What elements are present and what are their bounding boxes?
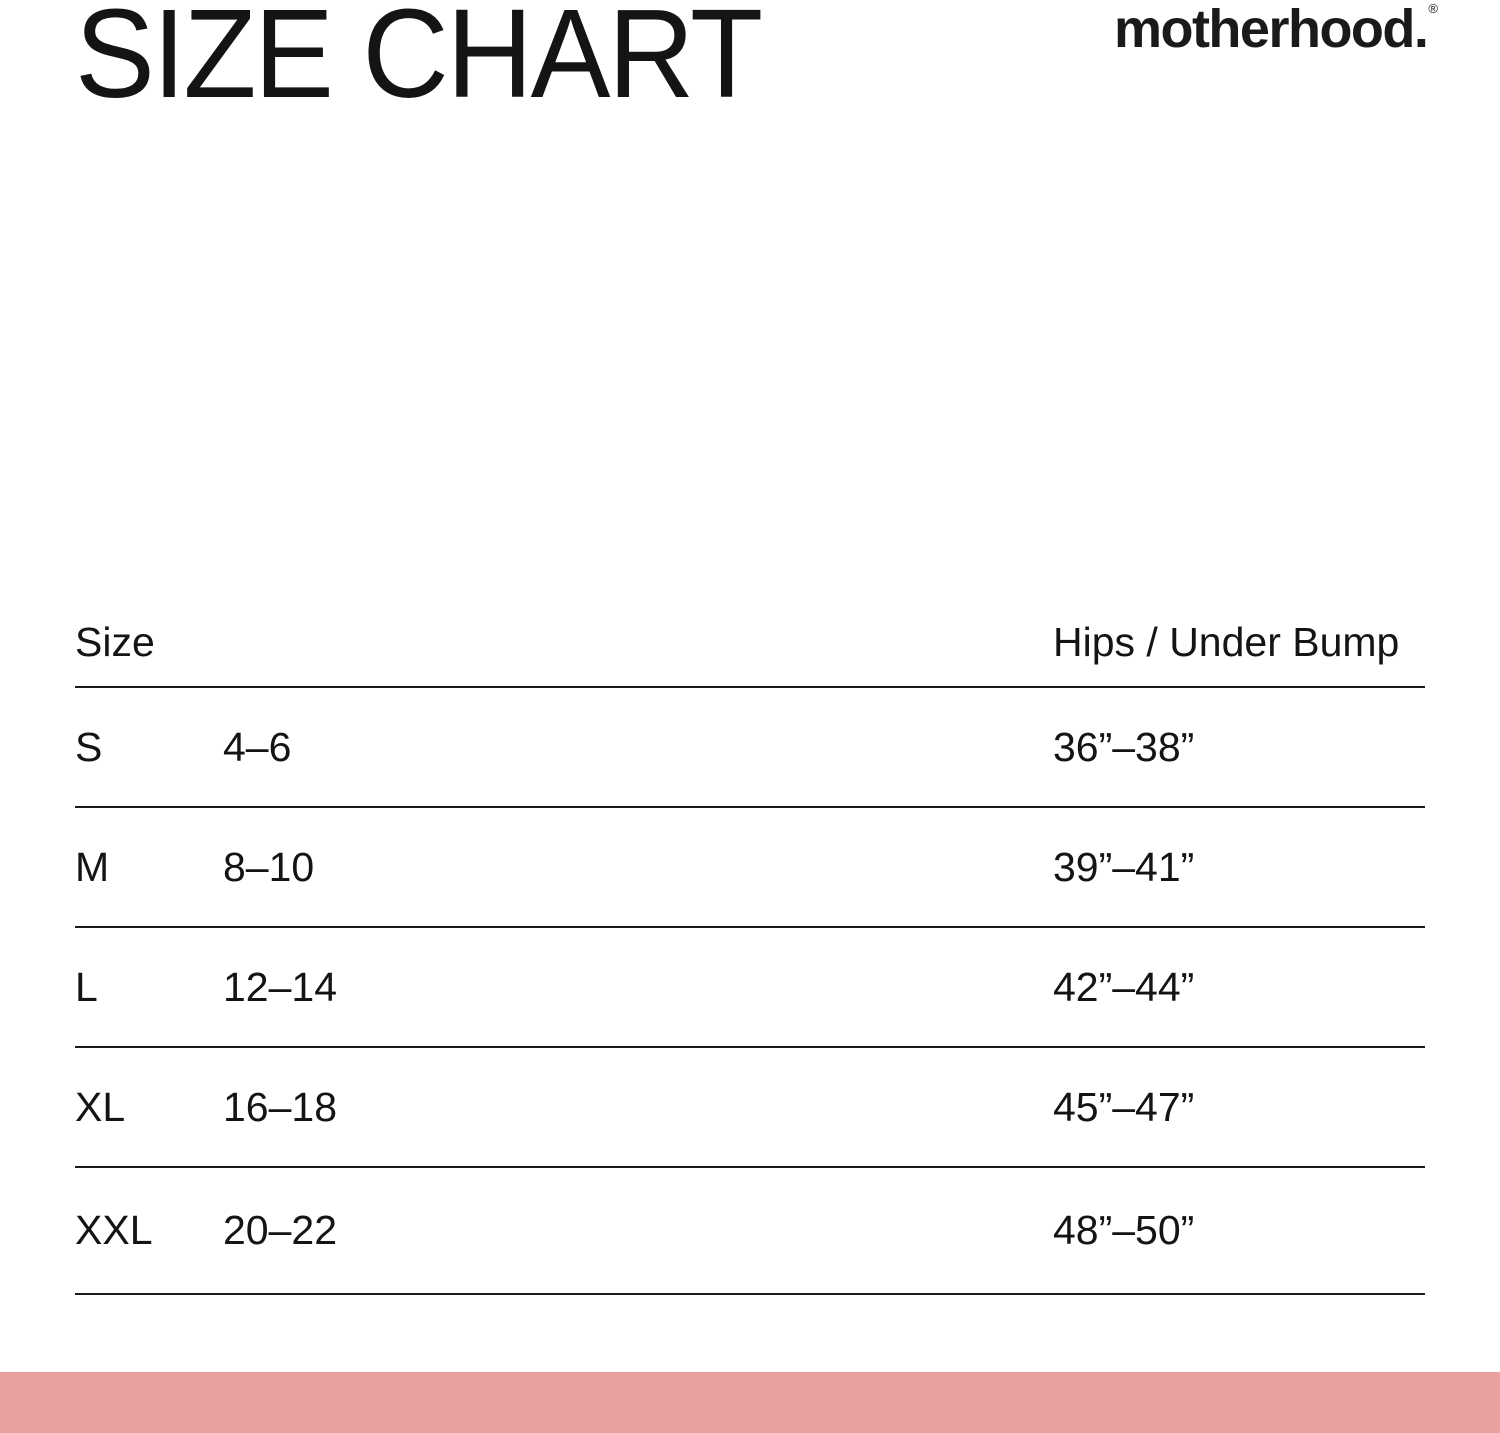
table-row: M 8–10 39”–41”	[75, 808, 1425, 928]
table-row: S 4–6 36”–38”	[75, 688, 1425, 808]
range-cell: 20–22	[223, 1207, 338, 1253]
brand-logo: motherhood.®	[1113, 0, 1438, 59]
table-header-row: Size Hips / Under Bump	[75, 598, 1425, 688]
table-row: L 12–14 42”–44”	[75, 928, 1425, 1048]
column-header-size: Size	[75, 618, 155, 665]
size-cell: L	[75, 963, 98, 1010]
range-cell: 8–10	[223, 843, 315, 890]
hips-cell: 45”–47”	[1053, 1083, 1195, 1130]
size-cell: XXL	[75, 1207, 153, 1253]
hips-cell: 36”–38”	[1053, 723, 1195, 770]
column-header-hips: Hips / Under Bump	[1053, 618, 1400, 665]
hips-cell: 39”–41”	[1053, 843, 1195, 890]
brand-wordmark: motherhood.	[1113, 0, 1429, 59]
range-cell: 16–18	[223, 1083, 338, 1130]
page-title: SIZE CHART	[75, 0, 763, 124]
table-row: XL 16–18 45”–47”	[75, 1048, 1425, 1168]
registered-trademark-symbol: ®	[1428, 1, 1438, 16]
size-chart-table: Size Hips / Under Bump S 4–6 36”–38” M 8…	[75, 598, 1425, 1295]
hips-cell: 42”–44”	[1053, 963, 1195, 1010]
range-cell: 12–14	[223, 963, 338, 1010]
hips-cell: 48”–50”	[1053, 1207, 1195, 1253]
footer-accent-bar	[0, 1372, 1500, 1433]
size-cell: XL	[75, 1083, 126, 1130]
range-cell: 4–6	[223, 723, 292, 770]
size-cell: S	[75, 723, 103, 770]
table-row: XXL 20–22 48”–50”	[75, 1168, 1425, 1295]
size-cell: M	[75, 843, 110, 890]
